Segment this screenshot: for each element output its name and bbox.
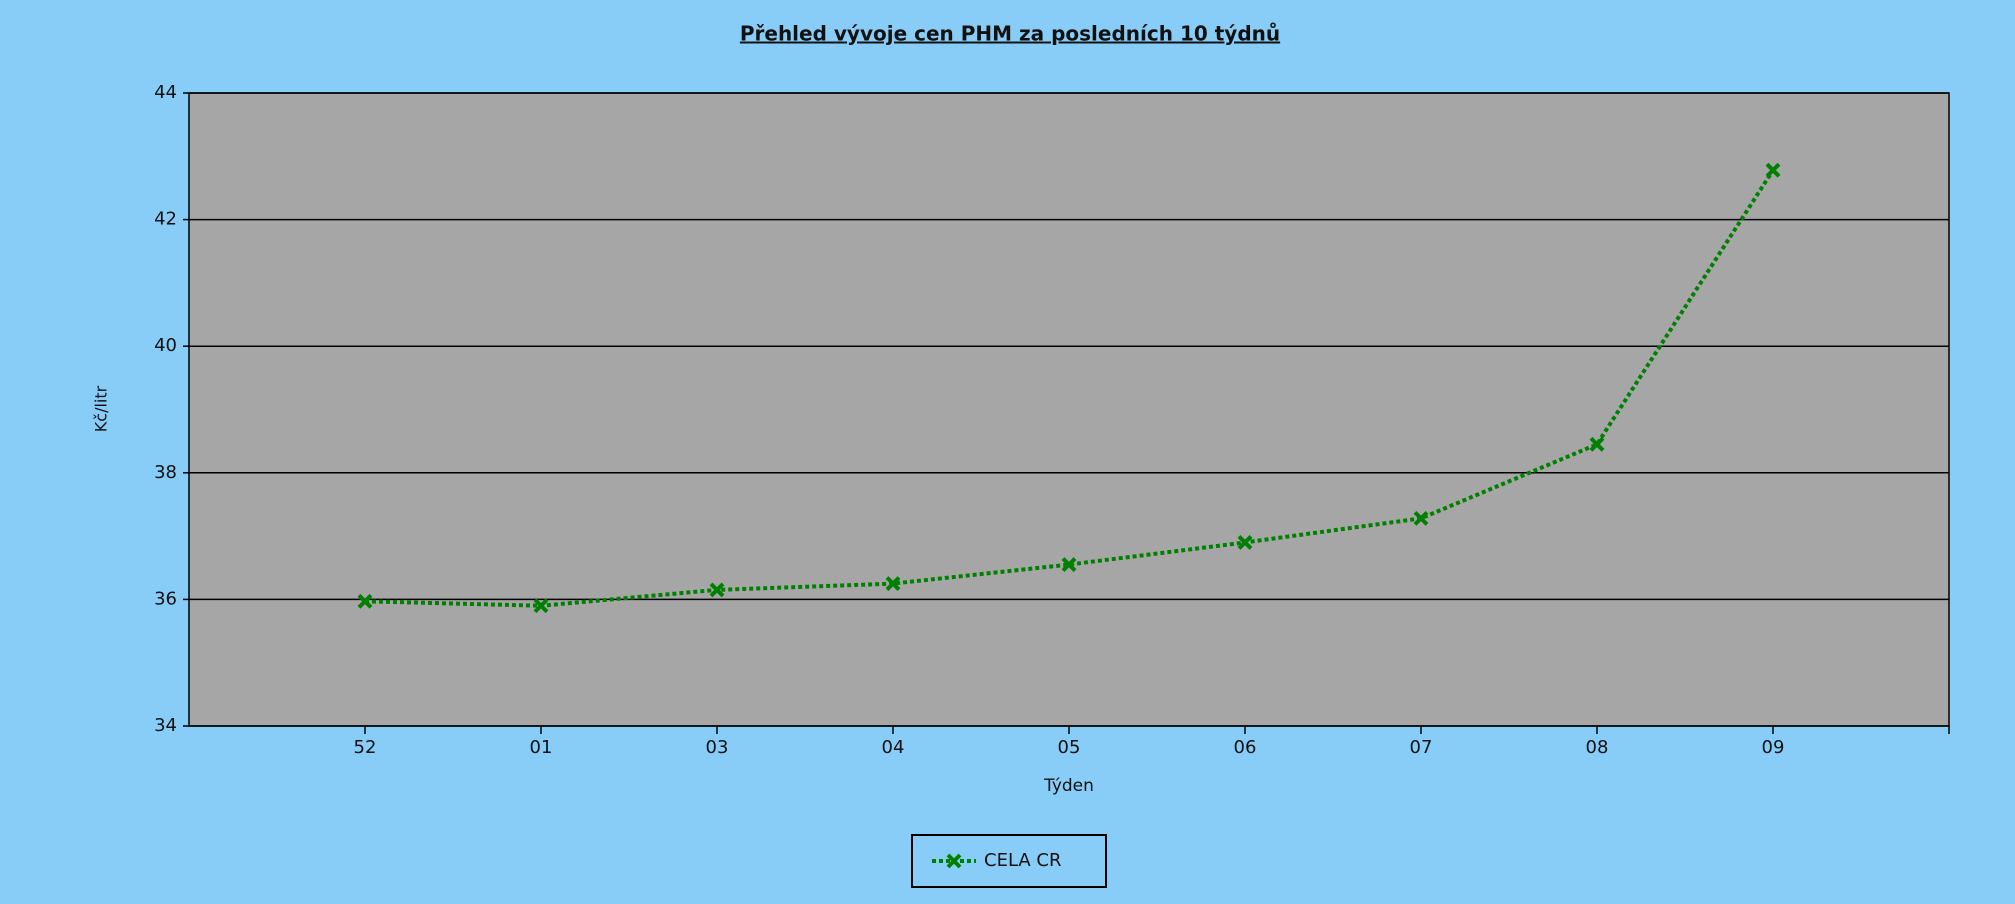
point — [1237, 535, 1253, 550]
point — [1765, 162, 1781, 178]
x-tick-label: 05 — [1058, 737, 1081, 758]
plot-area — [189, 93, 1949, 726]
chart-title: Přehled vývoje cen PHM za posledních 10 … — [740, 22, 1280, 46]
x-tick-label: 52 — [354, 737, 377, 758]
x-tick-label: 06 — [1234, 737, 1257, 758]
x-tick-label: 08 — [1586, 737, 1609, 758]
point — [1413, 510, 1429, 526]
legend-marker — [946, 853, 962, 869]
y-axis-label: Kč/litr — [92, 385, 111, 432]
y-tick-label: 44 — [154, 82, 177, 103]
y-tick-label: 36 — [154, 588, 177, 609]
point — [357, 593, 373, 609]
point — [885, 576, 901, 591]
point — [533, 598, 549, 614]
x-tick-label: 07 — [1410, 737, 1433, 758]
x-tick-label: 03 — [706, 737, 729, 758]
legend-label: CELA CR — [984, 850, 1062, 871]
legend-box — [911, 834, 1107, 888]
point — [1061, 557, 1077, 572]
y-tick-label: 38 — [154, 462, 177, 483]
x-tick-label: 01 — [530, 737, 553, 758]
line — [364, 169, 1775, 608]
y-tick-label: 42 — [154, 209, 177, 230]
x-axis-label: Týden — [1043, 776, 1094, 796]
point — [709, 582, 725, 598]
x-tick-label: 04 — [882, 737, 905, 758]
y-tick-label: 40 — [154, 335, 177, 356]
x-tick-label: 09 — [1762, 737, 1785, 758]
point — [1589, 436, 1605, 452]
y-tick-label: 34 — [154, 715, 177, 736]
